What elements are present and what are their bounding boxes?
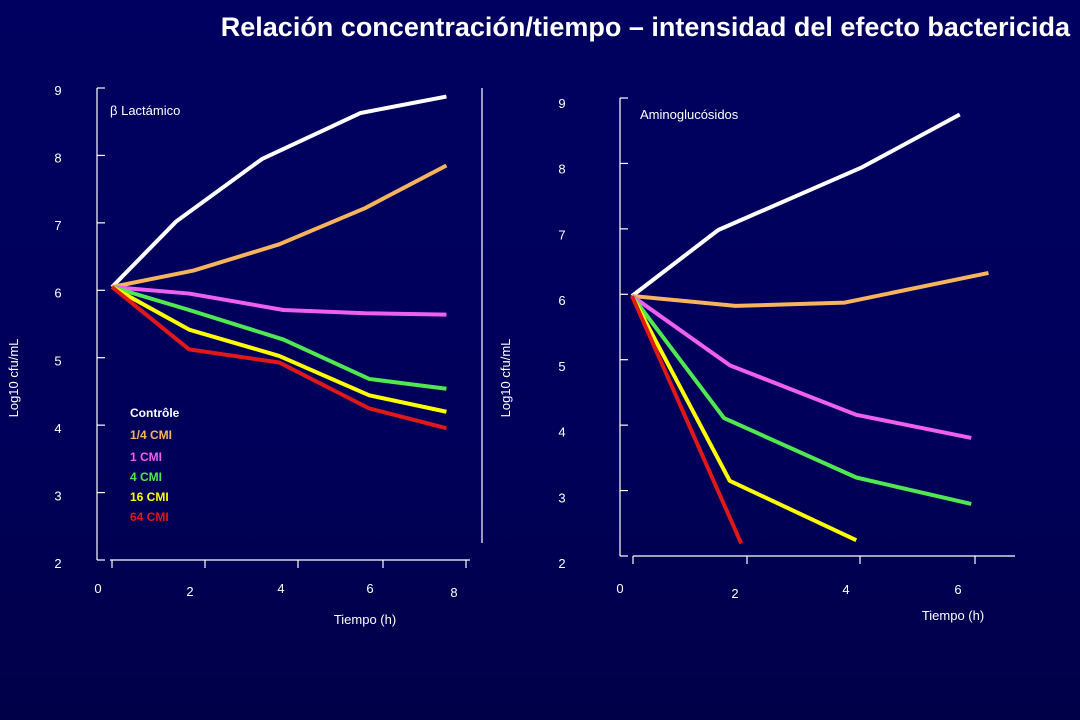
series-line-4 <box>111 285 447 391</box>
y-tick-label: 6 <box>558 293 565 308</box>
y-tick-label: 5 <box>558 359 565 374</box>
panel-annotation: β Lactámico <box>110 103 180 118</box>
series-line-6 <box>110 285 447 431</box>
x-tick-label: 6 <box>366 581 373 596</box>
y-tick-label: 2 <box>558 556 565 571</box>
y-axis-title: Log10 cfu/mL <box>498 339 513 418</box>
x-tick-label: 6 <box>954 582 961 597</box>
y-tick-label: 2 <box>54 556 61 571</box>
legend-entry: 64 CMI <box>130 510 169 524</box>
x-tick-label: 2 <box>186 584 193 599</box>
legend-entry: 4 CMI <box>130 470 162 484</box>
y-tick-label: 3 <box>558 490 565 505</box>
legend-entry: 1 CMI <box>130 450 162 464</box>
series-line-2 <box>111 163 448 289</box>
x-tick-label: 2 <box>731 586 738 601</box>
slide-title: Relación concentración/tiempo – intensid… <box>220 12 1070 42</box>
x-axis-title: Tiempo (h) <box>334 612 396 627</box>
y-tick-label: 8 <box>558 162 565 177</box>
y-tick-label: 4 <box>54 421 61 436</box>
legend-entry: 16 CMI <box>130 490 169 504</box>
y-tick-label: 7 <box>54 218 61 233</box>
y-tick-label: 5 <box>54 353 61 368</box>
y-tick-label: 6 <box>54 286 61 301</box>
series-line-3 <box>630 294 972 440</box>
x-tick-label: 0 <box>94 581 101 596</box>
series-line-1 <box>630 112 961 298</box>
chart-panel-2: 2 3 4 5 6 7 8 9 0 2 4 6 Log10 cfu/mL Tiempo (h) Aminog… <box>498 96 1015 623</box>
legend-entry: 1/4 CMI <box>130 428 172 442</box>
y-tick-label: 9 <box>54 83 61 98</box>
series-line-5 <box>111 285 447 414</box>
series-line-3 <box>111 285 447 317</box>
series-line-5 <box>630 295 858 543</box>
y-tick-label: 7 <box>558 227 565 242</box>
y-tick-label: 3 <box>54 488 61 503</box>
x-tick-label: 8 <box>450 585 457 600</box>
y-tick-label: 9 <box>558 96 565 111</box>
x-tick-label: 4 <box>842 582 849 597</box>
series-line-6 <box>630 295 744 545</box>
y-tick-label: 4 <box>558 425 565 440</box>
series-line-2 <box>631 270 989 308</box>
series-line-1 <box>110 94 447 289</box>
chart-panel-1: 2 3 4 5 6 7 8 9 0 2 4 6 8 Log10 cfu/mL Tiempo (h) β Lac… <box>6 83 483 627</box>
y-tick-label: 8 <box>54 151 61 166</box>
legend-entry: Contrôle <box>130 406 180 420</box>
x-axis-title: Tiempo (h) <box>922 608 984 623</box>
panel-annotation: Aminoglucósidos <box>640 107 739 122</box>
x-tick-label: 0 <box>616 581 623 596</box>
y-axis-title: Log10 cfu/mL <box>6 339 21 418</box>
series-line-4 <box>630 294 972 506</box>
x-tick-label: 4 <box>277 581 284 596</box>
